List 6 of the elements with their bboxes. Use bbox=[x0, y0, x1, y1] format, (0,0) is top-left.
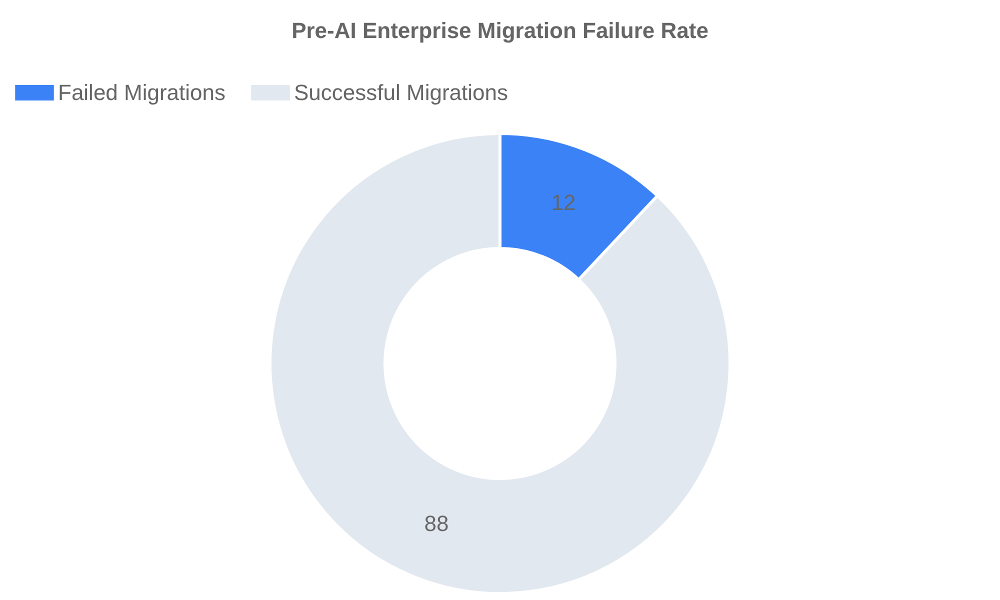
legend-label: Successful Migrations bbox=[294, 80, 508, 105]
data-label: 88 bbox=[424, 510, 449, 536]
legend-label: Failed Migrations bbox=[58, 80, 226, 105]
data-label: 12 bbox=[551, 190, 576, 216]
donut-slice bbox=[268, 132, 732, 595]
chart-title: Pre-AI Enterprise Migration Failure Rate bbox=[292, 18, 708, 43]
